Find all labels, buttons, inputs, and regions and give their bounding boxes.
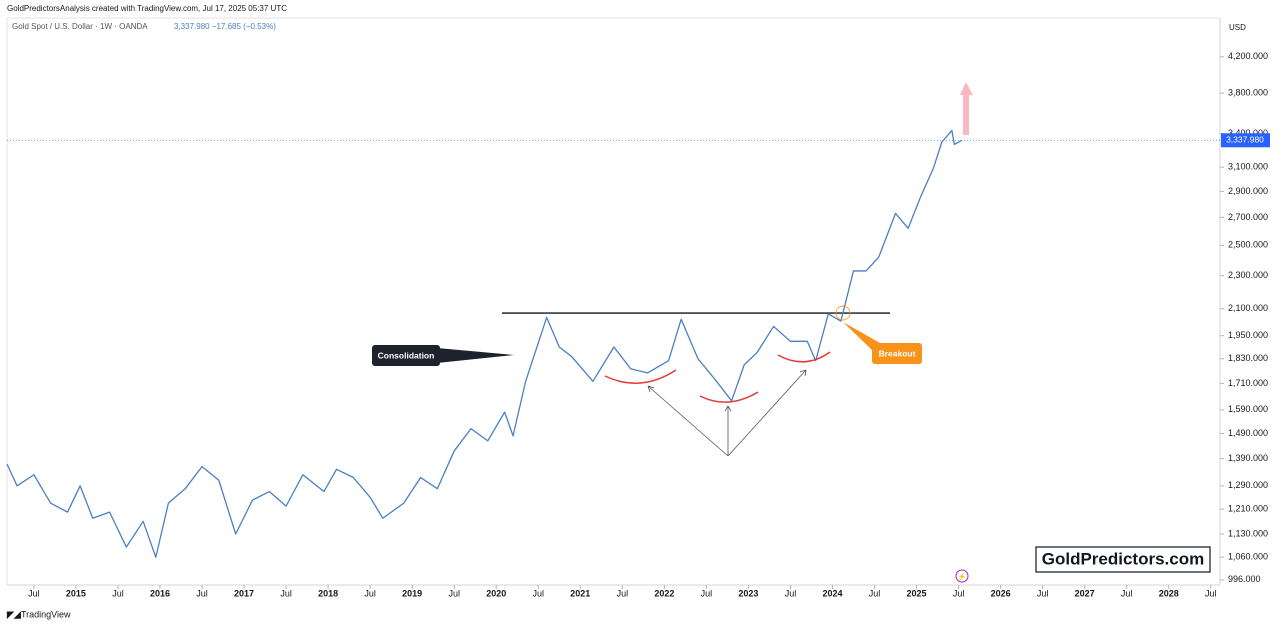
last-price-box xyxy=(1221,133,1270,148)
x-tick-label: Jul xyxy=(701,588,713,598)
event-icon-glyph: ⚡ xyxy=(958,572,967,581)
y-tick-label: 4,200.000 xyxy=(1228,51,1268,61)
trough-arc xyxy=(699,391,759,403)
last-price-label: 3,337.980 xyxy=(1226,135,1264,145)
y-tick-label: 3,100.000 xyxy=(1228,162,1268,172)
x-tick-label: Jul xyxy=(617,588,629,598)
y-tick-label: 996.000 xyxy=(1228,574,1261,584)
header: GoldPredictorsAnalysis created with Trad… xyxy=(7,4,287,13)
callout-pointer xyxy=(843,322,880,350)
y-tick-label: 1,060.000 xyxy=(1228,552,1268,562)
y-tick-label: 2,900.000 xyxy=(1228,186,1268,196)
x-tick-label: Jul xyxy=(533,588,545,598)
footer: TradingView xyxy=(21,609,71,619)
x-tick-label: Jul xyxy=(112,588,124,598)
x-tick-label: 2027 xyxy=(1075,588,1095,598)
y-tick-label: 1,590.000 xyxy=(1228,404,1268,414)
x-tick-label: 2017 xyxy=(234,588,254,598)
trough-arc xyxy=(604,369,677,384)
y-tick-label: 1,290.000 xyxy=(1228,480,1268,490)
x-tick-label: 2021 xyxy=(570,588,590,598)
x-tick-label: 2023 xyxy=(738,588,758,598)
x-tick-label: Jul xyxy=(280,588,292,598)
currency: USD xyxy=(1229,23,1246,32)
x-tick-label: Jul xyxy=(28,588,40,598)
y-tick-label: 3,400.000 xyxy=(1228,128,1268,138)
x-tick-label: Jul xyxy=(364,588,376,598)
x-tick-label: 2015 xyxy=(66,588,86,598)
x-tick-label: 2024 xyxy=(822,588,842,598)
annotation: Breakout xyxy=(879,348,916,358)
x-tick-label: Jul xyxy=(869,588,881,598)
callout-box xyxy=(872,343,922,364)
x-tick-label: Jul xyxy=(1037,588,1049,598)
x-tick-label: 2020 xyxy=(486,588,506,598)
breakout-marker xyxy=(835,305,851,321)
y-tick-label: 1,210.000 xyxy=(1228,503,1268,513)
annotation: Consolidation xyxy=(378,350,435,360)
x-tick-label: 2026 xyxy=(991,588,1011,598)
y-tick-label: 1,710.000 xyxy=(1228,378,1268,388)
x-tick-label: 2025 xyxy=(907,588,927,598)
y-tick-label: 1,130.000 xyxy=(1228,528,1268,538)
price-line xyxy=(6,129,963,558)
callout-box xyxy=(372,345,440,366)
y-tick-label: 1,490.000 xyxy=(1228,428,1268,438)
callout-pointer xyxy=(437,348,514,363)
up-arrow xyxy=(960,82,973,135)
trough-arc xyxy=(777,351,831,363)
y-tick-label: 1,830.000 xyxy=(1228,353,1268,363)
x-tick-label: Jul xyxy=(785,588,797,598)
arrows xyxy=(647,369,807,457)
watermark: GoldPredictors.com xyxy=(1042,549,1204,568)
y-tick-label: 2,100.000 xyxy=(1228,303,1268,313)
x-tick-label: 2016 xyxy=(150,588,170,598)
footer-logo: ◤◢ xyxy=(6,609,22,619)
x-tick-label: 2028 xyxy=(1159,588,1179,598)
x-tick-label: 2018 xyxy=(318,588,338,598)
y-tick-label: 2,700.000 xyxy=(1228,212,1268,222)
x-tick-label: 2019 xyxy=(402,588,422,598)
x-tick-label: Jul xyxy=(1205,588,1217,598)
x-tick-label: Jul xyxy=(1121,588,1133,598)
y-tick-label: 2,500.000 xyxy=(1228,240,1268,250)
y-tick-label: 1,950.000 xyxy=(1228,330,1268,340)
x-tick-label: Jul xyxy=(448,588,460,598)
y-tick-label: 2,300.000 xyxy=(1228,270,1268,280)
x-tick-label: Jul xyxy=(953,588,965,598)
x-tick-label: Jul xyxy=(196,588,208,598)
x-tick-label: 2022 xyxy=(654,588,674,598)
y-tick-label: 3,800.000 xyxy=(1228,88,1268,98)
series-title: Gold Spot / U.S. Dollar · 1W · OANDA xyxy=(12,22,148,31)
event-icon[interactable] xyxy=(955,569,969,583)
watermark-box xyxy=(1035,546,1211,573)
y-tick-label: 1,390.000 xyxy=(1228,453,1268,463)
quote: 3,337.980 −17.685 (−0.53%) xyxy=(174,22,276,31)
